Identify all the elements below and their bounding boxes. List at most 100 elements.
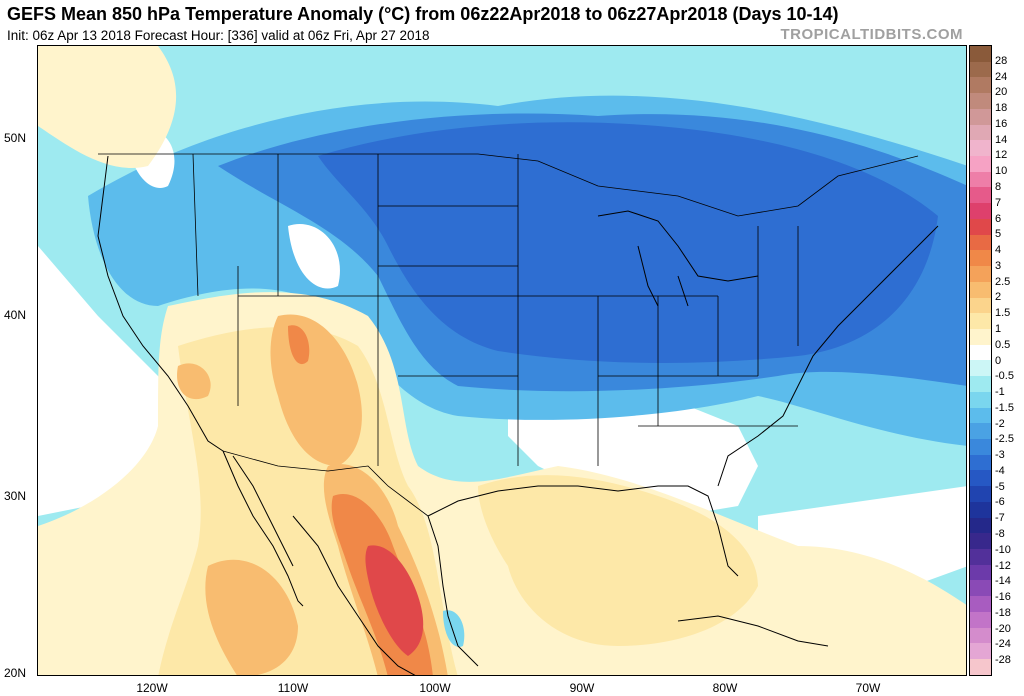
colorbar-label: -24 — [995, 638, 1011, 651]
colorbar-labels: 28 24 20 18 16 14 12 10 8 7 6 5 4 3 2.5 2 1.5 1 0.5 0 -0.5 -1… — [995, 45, 1023, 676]
lon-label-90w: 90W — [569, 681, 595, 695]
colorbar-swatch — [970, 203, 991, 219]
colorbar-label: -10 — [995, 543, 1011, 556]
lon-label-80w: 80W — [712, 681, 738, 695]
colorbar-swatch — [970, 423, 991, 439]
gulf-coast-mexico — [427, 515, 479, 667]
lat-label-50n: 50N — [4, 131, 27, 145]
colorbar-label: -12 — [995, 559, 1011, 572]
colorbar-label: -0.5 — [995, 370, 1014, 383]
colorbar-label: 0 — [995, 354, 1002, 367]
colorbar-swatch — [970, 93, 991, 109]
great-lakes — [597, 210, 759, 307]
map-subtitle: Init: 06z Apr 13 2018 Forecast Hour: [33… — [7, 28, 430, 43]
anomaly-map — [38, 46, 966, 675]
mexico-pacific-coast — [292, 515, 416, 675]
colorbar-swatch — [970, 564, 991, 581]
colorbar-label: -18 — [995, 606, 1011, 619]
colorbar-label: 10 — [995, 165, 1008, 178]
lon-label-70w: 70W — [855, 681, 881, 695]
colorbar-label: 8 — [995, 180, 1002, 193]
colorbar-label: 5 — [995, 228, 1002, 241]
colorbar-label: 24 — [995, 70, 1008, 83]
colorbar-swatch — [970, 376, 991, 392]
map-title: GEFS Mean 850 hPa Temperature Anomaly (°… — [7, 4, 839, 24]
us-west-coast — [97, 155, 224, 452]
colorbar-swatch — [970, 218, 991, 235]
lon-label-120w: 120W — [136, 681, 168, 695]
colorbar-swatch — [970, 313, 991, 329]
us-east-coast — [717, 225, 939, 487]
colorbar-swatch — [970, 344, 991, 361]
colorbar-swatch — [970, 156, 991, 172]
colorbar-label: -14 — [995, 575, 1011, 588]
colorbar-swatch — [970, 533, 991, 549]
gulf-coast-us — [427, 485, 739, 577]
coastlines — [97, 155, 939, 675]
colorbar-label: -1.5 — [995, 401, 1014, 414]
colorbar-label: 12 — [995, 149, 1008, 162]
lon-label-110w: 110W — [277, 681, 309, 695]
colorbar-label: 16 — [995, 117, 1008, 130]
colorbar-label: 6 — [995, 212, 1002, 225]
colorbar-label: -16 — [995, 591, 1011, 604]
colorbar-label: -2.5 — [995, 433, 1014, 446]
colorbar-swatch — [970, 124, 991, 141]
lat-label-20n: 20N — [4, 666, 27, 680]
colorbar-label: 1 — [995, 322, 1002, 335]
colorbar-swatch — [970, 187, 991, 204]
colorbar-label: 0.5 — [995, 338, 1011, 351]
colorbar-swatch — [970, 391, 991, 408]
colorbar-label: 18 — [995, 102, 1008, 115]
colorbar-swatch — [970, 108, 991, 125]
colorbar-label: 20 — [995, 86, 1008, 99]
colorbar-swatch — [970, 501, 991, 518]
colorbar-label: -20 — [995, 622, 1011, 635]
state-lines — [192, 153, 799, 466]
colorbar-label: -5 — [995, 480, 1005, 493]
colorbar — [969, 45, 992, 676]
colorbar-label: -8 — [995, 528, 1005, 541]
colorbar-swatch — [970, 627, 991, 644]
colorbar-swatch — [970, 360, 991, 377]
colorbar-label: -28 — [995, 654, 1011, 667]
colorbar-swatch — [970, 549, 991, 565]
colorbar-swatch — [970, 328, 991, 345]
mexico-border — [222, 450, 429, 517]
colorbar-label: -7 — [995, 512, 1005, 525]
colorbar-swatch — [970, 250, 991, 267]
colorbar-swatch — [970, 454, 991, 471]
canada-border — [98, 153, 919, 217]
colorbar-swatch — [970, 77, 991, 94]
colorbar-swatch — [970, 438, 991, 455]
colorbar-swatch — [970, 266, 991, 282]
brand-watermark: TROPICALTIDBITS.COM — [780, 26, 963, 43]
colorbar-swatch — [970, 470, 991, 487]
colorbar-label: 14 — [995, 133, 1008, 146]
colorbar-label: 7 — [995, 196, 1002, 209]
colorbar-swatch — [970, 596, 991, 612]
borders — [98, 153, 919, 517]
field-cold-patch-south — [443, 610, 465, 647]
map-panel — [37, 45, 967, 676]
colorbar-swatch — [970, 611, 991, 628]
gulf-of-california — [232, 455, 294, 567]
colorbar-label: -2 — [995, 417, 1005, 430]
colorbar-swatch — [970, 281, 991, 298]
colorbar-swatch — [970, 486, 991, 502]
colorbar-label: 2 — [995, 291, 1002, 304]
field-strong-cold — [318, 122, 938, 363]
colorbar-swatch — [970, 407, 991, 424]
colorbar-swatch — [970, 46, 991, 62]
colorbar-label: 3 — [995, 259, 1002, 272]
header: GEFS Mean 850 hPa Temperature Anomaly (°… — [7, 2, 1017, 44]
colorbar-swatch — [970, 643, 991, 660]
cuba — [677, 615, 829, 647]
colorbar-label: 2.5 — [995, 275, 1011, 288]
colorbar-label: 28 — [995, 54, 1008, 67]
colorbar-swatch — [970, 171, 991, 188]
colorbar-swatch — [970, 580, 991, 597]
field-very-hot — [365, 545, 424, 656]
colorbar-swatch — [970, 297, 991, 314]
colorbar-swatch — [970, 517, 991, 534]
